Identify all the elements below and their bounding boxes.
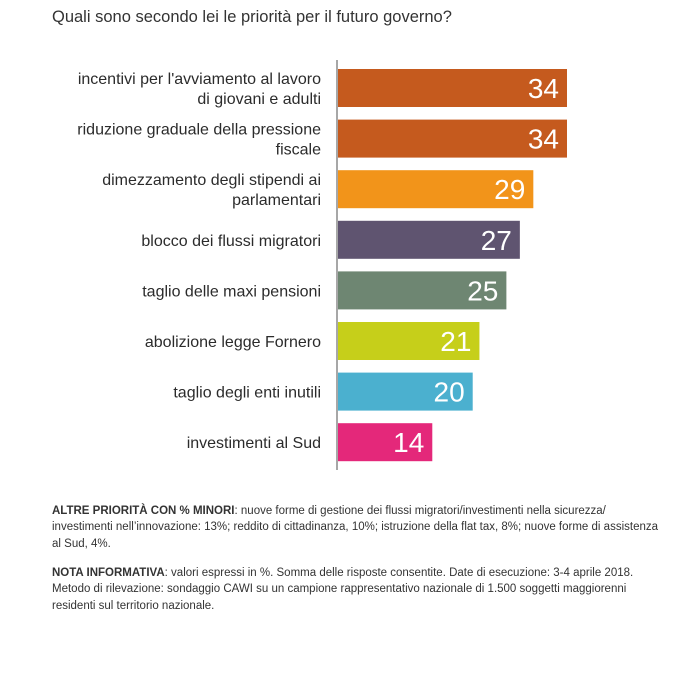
bar-4 (338, 271, 507, 310)
bar-7 (338, 423, 433, 462)
bar-2 (338, 170, 534, 209)
bar-value-label-3: 27 (481, 225, 512, 256)
bar-value-label-5: 21 (440, 326, 471, 357)
bar-value-label-1: 34 (528, 124, 559, 155)
category-label-0-line-1: di giovani e adulti (197, 91, 321, 108)
methodology-text: : valori espressi in %. Somma delle risp… (52, 567, 634, 612)
bar-6 (338, 372, 473, 411)
bar-value-label-0: 34 (528, 73, 559, 104)
methodology-heading: NOTA INFORMATIVA (52, 567, 165, 579)
category-label-2-line-1: parlamentari (232, 192, 321, 209)
category-label-1-line-1: fiscale (276, 142, 321, 159)
bar-1 (338, 119, 567, 158)
bar-value-label-2: 29 (494, 174, 525, 205)
other-priorities-text: : nuove forme di gestione dei flussi mig… (52, 505, 659, 550)
methodology-note: NOTA INFORMATIVA: valori espressi in %. … (52, 565, 662, 614)
category-label-3-line-0: blocco dei flussi migratori (141, 233, 321, 250)
category-label-0-line-0: incentivi per l'avviamento al lavoro (78, 71, 321, 88)
category-label-7-line-0: investimenti al Sud (187, 435, 321, 452)
bar-5 (338, 322, 480, 360)
bar-0 (338, 69, 567, 107)
category-label-1-line-0: riduzione graduale della pressione (77, 122, 321, 139)
bar-value-label-6: 20 (434, 377, 465, 408)
chart-question-title: Quali sono secondo lei le priorità per i… (52, 8, 452, 26)
category-label-2-line-0: dimezzamento degli stipendi ai (102, 172, 321, 189)
bar-3 (338, 220, 520, 259)
category-label-6-line-0: taglio degli enti inutili (173, 385, 321, 402)
other-priorities-note: ALTRE PRIORITÀ CON % MINORI: nuove forme… (52, 503, 662, 552)
other-priorities-heading: ALTRE PRIORITÀ CON % MINORI (52, 505, 235, 517)
bar-value-label-4: 25 (467, 275, 498, 306)
category-label-4-line-0: taglio delle maxi pensioni (142, 283, 321, 300)
category-label-5-line-0: abolizione legge Fornero (145, 334, 321, 351)
priorities-bar-chart: 34 incentivi per l'avviamento al lavoro di… (77, 60, 567, 470)
bar-value-label-7: 14 (393, 427, 424, 458)
